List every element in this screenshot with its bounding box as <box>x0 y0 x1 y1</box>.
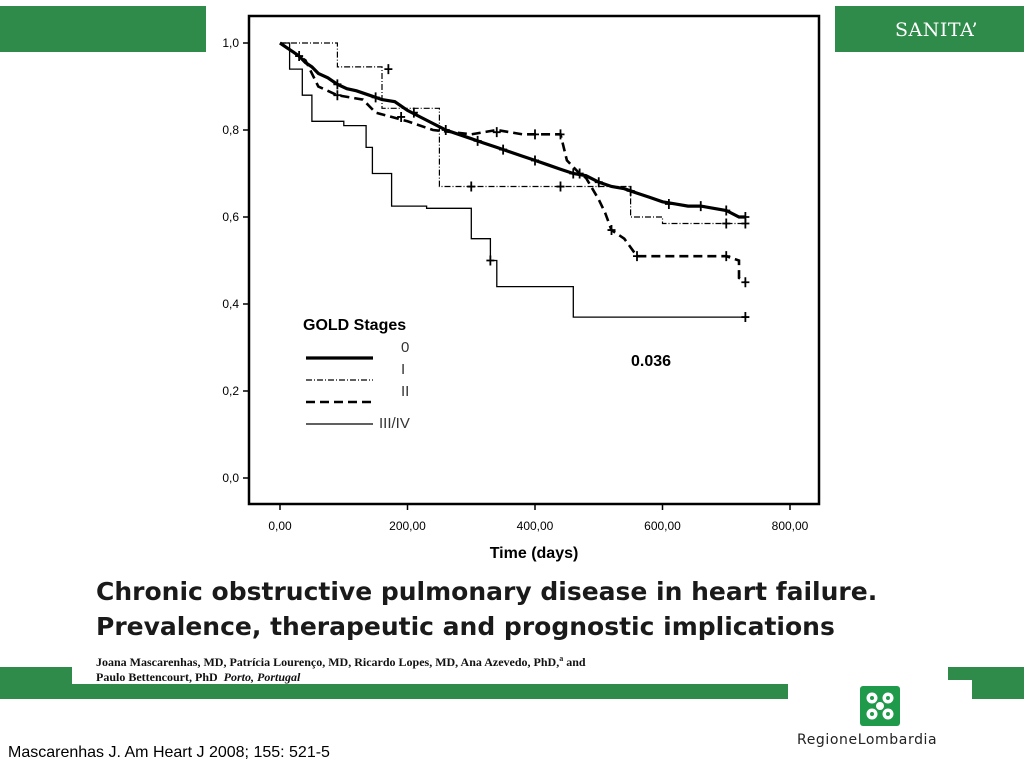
legend-label: I <box>401 361 405 378</box>
footer-band-far-right <box>972 667 1024 699</box>
legend-label: III/IV <box>379 415 410 432</box>
paper-title-line-1: Chronic obstructive pulmonary disease in… <box>96 577 878 606</box>
censor-mark <box>384 64 393 75</box>
p-value-annotation: 0.036 <box>631 353 671 370</box>
logo-text: RegioneLombardia <box>797 732 938 748</box>
series-line-0 <box>279 41 746 219</box>
censor-mark <box>531 129 539 140</box>
censor-mark <box>409 107 418 118</box>
x-axis-label: Time (days) <box>490 545 579 562</box>
y-tick-label: 0,0 <box>222 471 239 485</box>
censor-mark <box>556 129 565 140</box>
paper-title-line-2: Prevalence, therapeutic and prognostic i… <box>96 612 835 641</box>
authors-line-1: Joana Mascarenhas, MD, Patrícia Lourenço… <box>96 655 560 669</box>
series-line-2 <box>279 41 747 284</box>
authors-line-2: Paulo Bettencourt, PhD <box>96 670 218 684</box>
censor-mark <box>594 177 603 188</box>
censor-mark <box>486 255 495 266</box>
censor-mark <box>575 168 584 179</box>
header-band-right: SANITA’ <box>835 6 1024 52</box>
series-line-3 <box>280 42 746 318</box>
header-brand-text: SANITA’ <box>895 19 978 41</box>
censor-mark <box>467 181 476 192</box>
censor-mark <box>371 92 380 103</box>
survival-chart-figure: 0,0 0,2 0,4 0,6 0,8 1,0 0,00 200,00 400,00 600,0… <box>206 6 835 566</box>
censor-mark <box>556 181 565 192</box>
y-tick-label: 1,0 <box>222 36 239 50</box>
censor-mark <box>333 90 342 101</box>
censor-mark <box>295 51 304 62</box>
censor-mark <box>441 125 450 135</box>
legend-title: GOLD Stages <box>303 317 406 334</box>
censor-mark <box>722 205 731 216</box>
censor-mark <box>722 218 731 229</box>
censor-mark <box>696 201 705 212</box>
censor-mark <box>664 198 673 209</box>
paper-title: Chronic obstructive pulmonary disease in… <box>96 574 956 644</box>
legend-label: II <box>401 383 409 400</box>
censor-mark <box>633 251 641 262</box>
censor-mark <box>741 277 750 288</box>
citation: Mascarenhas J. Am Heart J 2008; 155: 521… <box>8 744 330 761</box>
x-tick-label: 800,00 <box>772 519 809 533</box>
x-tick-label: 600,00 <box>644 519 681 533</box>
x-tick-label: 400,00 <box>517 519 554 533</box>
y-tick-label: 0,2 <box>222 384 239 398</box>
footer-band-middle <box>72 684 788 699</box>
censor-mark <box>473 135 482 146</box>
header-band-left <box>0 6 206 52</box>
y-tick-label: 0,4 <box>222 297 239 311</box>
regione-lombardia-logo: RegioneLombardia <box>790 680 972 760</box>
series-line-1 <box>280 42 746 225</box>
legend-label: 0 <box>401 339 409 356</box>
authors-superscript: a <box>559 654 564 663</box>
censor-mark <box>741 312 750 323</box>
plot-frame <box>247 14 821 506</box>
censor-mark <box>333 79 342 90</box>
censor-mark <box>492 127 501 138</box>
censor-mark <box>499 144 508 155</box>
censor-mark <box>531 155 539 166</box>
survival-chart: 0,0 0,2 0,4 0,6 0,8 1,0 0,00 200,00 400,00 600,0… <box>222 14 821 562</box>
censor-mark <box>397 111 406 122</box>
authors-location: Porto, Portugal <box>223 670 301 684</box>
footer-band-left <box>0 667 72 699</box>
x-tick-label: 200,00 <box>389 519 426 533</box>
censor-mark <box>607 225 616 236</box>
censor-mark <box>722 251 731 262</box>
paper-authors: Joana Mascarenhas, MD, Patrícia Lourenço… <box>96 651 586 685</box>
y-tick-label: 0,8 <box>222 123 239 137</box>
x-tick-label: 0,00 <box>268 519 292 533</box>
authors-line-1-end: and <box>563 655 586 669</box>
y-tick-label: 0,6 <box>222 210 239 224</box>
lombardy-rose-icon <box>860 686 900 726</box>
censor-mark <box>741 218 750 229</box>
